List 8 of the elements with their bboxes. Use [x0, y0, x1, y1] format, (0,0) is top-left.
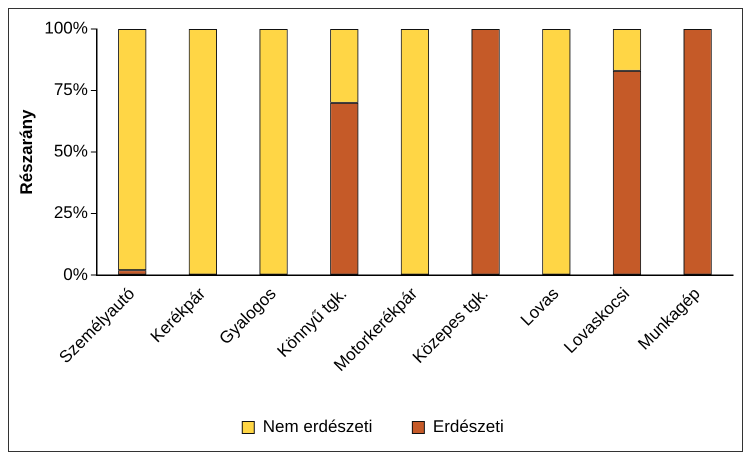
- legend-label: Nem erdészeti: [262, 417, 372, 436]
- y-tick-label: 75%: [54, 80, 88, 100]
- y-tick-label: 0%: [63, 264, 88, 284]
- y-axis-title: Részarány: [16, 108, 36, 195]
- y-tick-label: 100%: [44, 18, 88, 38]
- y-tick-label: 25%: [54, 203, 88, 222]
- legend-label: Erdészeti: [432, 417, 504, 436]
- y-tick-label: 50%: [54, 142, 88, 161]
